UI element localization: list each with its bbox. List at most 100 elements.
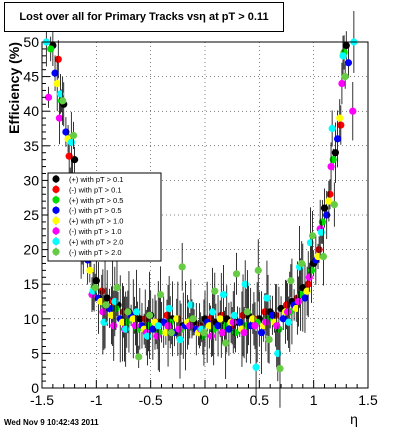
data-point <box>69 131 78 140</box>
data-point <box>319 252 328 261</box>
data-point <box>254 266 262 274</box>
legend-label: (-) with pT > 0.1 <box>69 185 122 194</box>
legend-label: (+) with pT > 2.0 <box>69 237 123 246</box>
data-point <box>209 308 217 316</box>
y-tick-label: 20 <box>23 242 39 258</box>
legend-swatch <box>52 196 60 204</box>
data-point <box>240 329 248 337</box>
data-point <box>315 246 323 254</box>
data-point <box>308 232 317 240</box>
x-tick-label: -1.5 <box>30 392 54 408</box>
data-point <box>326 190 334 198</box>
data-point <box>229 318 237 326</box>
x-axis-label: η <box>350 411 358 427</box>
data-point <box>263 294 271 302</box>
data-point <box>154 322 162 330</box>
data-point <box>131 322 140 330</box>
data-point <box>285 318 293 326</box>
data-point <box>145 311 154 319</box>
data-point <box>262 318 270 326</box>
x-tick-label: 0.5 <box>250 392 270 408</box>
chart-title: Lost over all for Primary Tracks vsη at … <box>19 11 269 23</box>
y-tick-label: 5 <box>31 345 39 361</box>
x-tick-label: 1 <box>310 392 318 408</box>
legend-swatch <box>52 227 60 235</box>
legend-swatch <box>52 248 60 256</box>
data-point <box>211 287 219 295</box>
data-point <box>243 308 251 316</box>
data-point <box>298 259 306 268</box>
legend-swatch <box>52 175 60 183</box>
y-axis-label: Efficiency (%) <box>6 42 22 134</box>
data-point <box>135 353 143 361</box>
y-tick-label: 50 <box>23 34 39 50</box>
y-tick-label: 35 <box>23 138 39 154</box>
data-point <box>156 290 165 299</box>
y-tick-label: 45 <box>23 69 39 85</box>
x-tick-label: 0 <box>201 392 209 408</box>
data-point <box>216 315 224 323</box>
data-point <box>124 308 132 316</box>
data-point <box>328 124 336 133</box>
data-point <box>232 270 241 278</box>
data-point <box>53 79 61 88</box>
data-point <box>230 311 238 319</box>
data-point <box>132 308 141 316</box>
x-tick-label: -0.5 <box>139 392 163 408</box>
data-point <box>102 301 110 309</box>
data-point <box>167 329 175 337</box>
data-point <box>186 322 194 330</box>
legend-swatch <box>52 217 60 225</box>
data-point <box>304 280 312 288</box>
data-point <box>325 197 333 205</box>
x-tick-label: -1 <box>90 392 103 408</box>
data-point <box>175 325 183 333</box>
y-tick-label: 30 <box>23 172 39 188</box>
data-point <box>44 93 53 101</box>
legend-label: (+) with pT > 0.1 <box>69 175 123 184</box>
data-point <box>200 329 208 337</box>
data-point <box>273 322 281 330</box>
legend-swatch <box>52 185 60 193</box>
data-point <box>71 156 79 164</box>
data-point <box>349 107 357 115</box>
data-point <box>305 273 313 281</box>
legend-label: (+) with pT > 1.0 <box>69 217 123 226</box>
data-point <box>91 284 99 292</box>
data-point <box>265 335 273 344</box>
data-point <box>99 308 107 316</box>
data-point <box>338 79 346 88</box>
data-point <box>330 201 338 209</box>
data-point <box>165 304 173 313</box>
data-point <box>327 162 335 171</box>
data-point <box>252 363 260 371</box>
chart-title-box: Lost over all for Primary Tracks vsη at … <box>4 2 284 32</box>
data-point <box>287 277 295 285</box>
data-point <box>337 121 345 129</box>
legend-swatch <box>52 206 60 214</box>
y-tick-label: 25 <box>23 207 39 223</box>
data-point <box>113 284 121 292</box>
data-point <box>294 297 303 306</box>
legend-label: (-) with pT > 0.5 <box>69 206 122 215</box>
data-point <box>218 329 226 337</box>
y-tick-label: 0 <box>31 380 39 396</box>
legend-label: (+) with pT > 0.5 <box>69 196 123 205</box>
data-point <box>344 59 353 67</box>
data-point <box>54 55 62 63</box>
data-point <box>153 332 161 340</box>
data-point <box>86 266 94 274</box>
data-point <box>178 263 186 271</box>
y-tick-label: 40 <box>23 103 39 119</box>
data-point <box>341 73 349 81</box>
data-point <box>176 335 184 344</box>
data-point <box>219 290 228 299</box>
y-tick-label: 10 <box>23 311 39 327</box>
footer-timestamp: Wed Nov 9 10:42:43 2011 <box>4 418 99 427</box>
data-point <box>55 114 63 122</box>
data-point <box>283 308 292 316</box>
legend-box <box>47 172 162 262</box>
y-tick-label: 15 <box>23 276 39 292</box>
